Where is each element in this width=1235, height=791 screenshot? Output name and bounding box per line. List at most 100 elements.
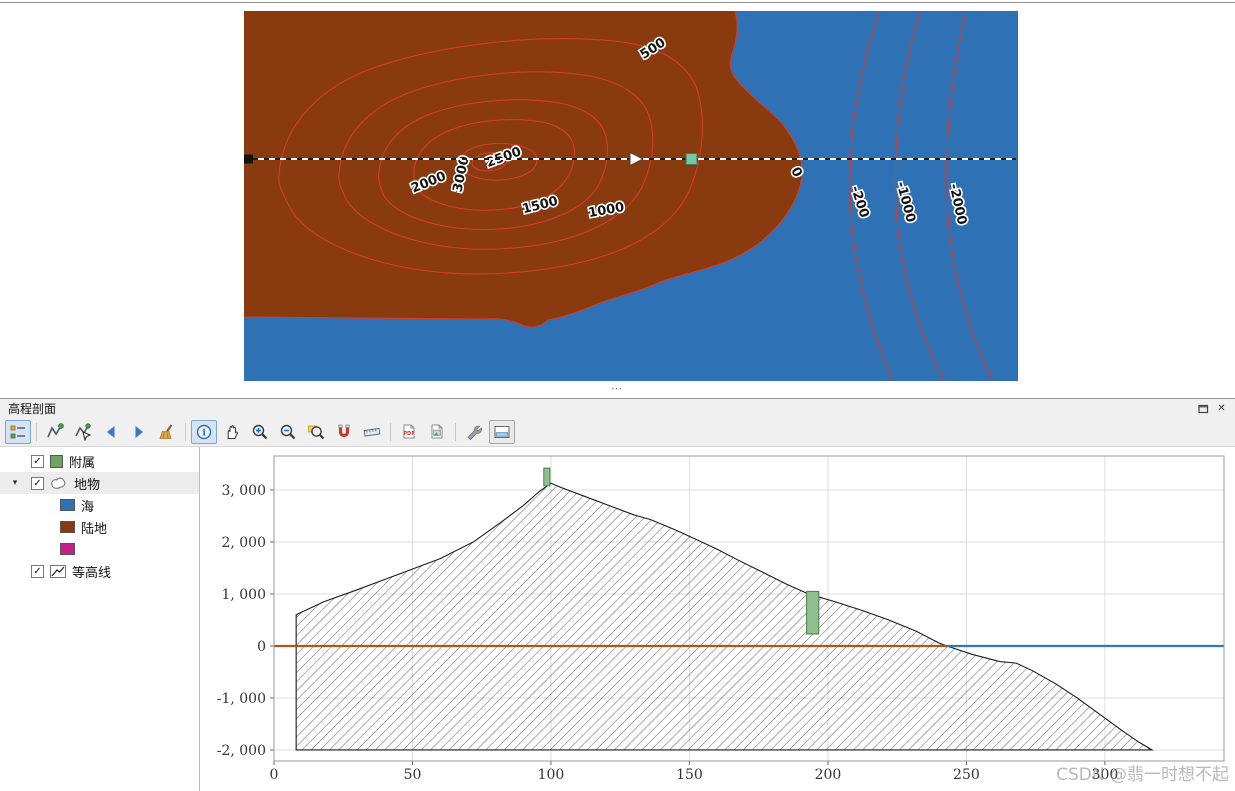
pan-hand-icon: [227, 425, 239, 439]
svg-text:300: 300: [1092, 767, 1119, 783]
terrain-profile-area: [295, 482, 1154, 751]
layer-row-denggaoxian[interactable]: ✓ 等高线: [0, 560, 199, 582]
contour-1000: [338, 71, 654, 250]
contour-0-coastline: [244, 11, 803, 328]
svg-text:100: 100: [538, 767, 565, 783]
land-polygon: [244, 11, 802, 328]
toolbar-separator: [390, 423, 391, 441]
toolbar-separator: [455, 423, 456, 441]
panel-splitter-handle[interactable]: ⋯: [611, 382, 624, 395]
svg-text:1, 000: 1, 000: [221, 587, 266, 603]
layer-checkbox[interactable]: ✓: [31, 454, 44, 468]
svg-text:-2, 000: -2, 000: [217, 743, 266, 759]
zoom-in-icon: [252, 424, 268, 440]
svg-text:i: i: [202, 428, 206, 439]
float-icon: [1198, 404, 1209, 413]
svg-text:50: 50: [404, 767, 422, 783]
enable-snapping-button[interactable]: [331, 420, 357, 444]
arrow-right-icon: [135, 426, 143, 438]
pan-button[interactable]: [219, 420, 245, 444]
svg-text:200: 200: [815, 767, 842, 783]
svg-text:0: 0: [270, 767, 279, 783]
zoom-out-button[interactable]: [275, 420, 301, 444]
legend-row-hai[interactable]: 海: [0, 494, 199, 516]
dock-panel-button[interactable]: [489, 420, 515, 444]
zoom-out-icon: [280, 424, 296, 440]
attachment-bar: [806, 590, 820, 635]
profile-toolbar: i PDF: [0, 418, 1235, 447]
legend-row-ludi[interactable]: 陆地: [0, 516, 199, 538]
legend-label: 陆地: [81, 521, 108, 537]
magnet-icon: [338, 424, 350, 438]
line-layer-icon: [50, 564, 66, 578]
export-as-image-button[interactable]: [424, 420, 450, 444]
clear-button[interactable]: [154, 420, 180, 444]
legend-swatch: [60, 543, 75, 555]
dock-panel-icon: [494, 426, 510, 438]
map-canvas[interactable]: 500 2000 3000 2500 1500 1000 0 -200 -1000 -2000: [244, 11, 1018, 381]
export-pdf-icon: PDF: [403, 424, 415, 439]
contour-2000: [413, 119, 576, 211]
nudge-right-button[interactable]: [126, 420, 152, 444]
layer-row-fushu[interactable]: ✓ 附属: [0, 450, 199, 472]
profile-line-start-handle[interactable]: [244, 154, 253, 164]
svg-text:150: 150: [676, 767, 703, 783]
contour-1500: [378, 99, 609, 231]
zoom-in-button[interactable]: [247, 420, 273, 444]
layer-tree-icon: [10, 425, 25, 439]
zoom-full-button[interactable]: [303, 420, 329, 444]
panel-title: 高程剖面: [8, 402, 57, 416]
svg-text:-1, 000: -1, 000: [217, 691, 266, 707]
svg-text:PDF: PDF: [403, 431, 414, 437]
capture-curve-from-feature-button[interactable]: [70, 420, 96, 444]
svg-text:2, 000: 2, 000: [221, 535, 266, 551]
layer-checkbox[interactable]: ✓: [31, 564, 44, 578]
layer-swatch: [50, 454, 63, 468]
show-layer-tree-button[interactable]: [5, 420, 31, 444]
legend-swatch: [60, 521, 75, 533]
profile-line-direction-arrow: [629, 151, 645, 167]
toolbar-separator: [185, 423, 186, 441]
legend-swatch: [60, 499, 75, 511]
wrench-icon: [467, 425, 482, 441]
float-panel-button[interactable]: [1196, 402, 1211, 416]
expander-icon[interactable]: ▾: [12, 478, 18, 488]
svg-text:0: 0: [257, 639, 266, 655]
profile-layer-tree: ✓ 附属 ▾ ✓ 地物 海 陆地: [0, 447, 200, 791]
svg-text:3, 000: 3, 000: [221, 483, 266, 499]
contour-neg2000: [946, 11, 993, 381]
contour-500: [278, 38, 703, 275]
broom-icon: [159, 424, 173, 439]
window-top-border: [0, 2, 1235, 3]
legend-row-pink[interactable]: [0, 538, 199, 560]
identify-features-button[interactable]: i: [191, 420, 217, 444]
profile-capture-line[interactable]: [244, 151, 1016, 167]
toolbar-separator: [36, 423, 37, 441]
identify-icon: i: [196, 424, 212, 440]
export-image-icon: [431, 424, 443, 439]
layer-row-diwu[interactable]: ▾ ✓ 地物: [0, 472, 199, 494]
capture-curve-icon: [47, 423, 64, 438]
measure-distances-button[interactable]: [359, 420, 385, 444]
panel-titlebar: 高程剖面 ✕: [0, 399, 1235, 418]
layer-checkbox[interactable]: ✓: [31, 476, 44, 490]
profile-line-marker[interactable]: [685, 153, 698, 165]
options-button[interactable]: [461, 420, 487, 444]
polygon-layer-icon: [50, 476, 68, 490]
zoom-full-icon: [308, 425, 325, 440]
close-panel-button[interactable]: ✕: [1217, 403, 1226, 414]
capture-curve-from-feature-icon: [75, 423, 92, 441]
arrow-left-icon: [107, 426, 115, 438]
panel-body: ✓ 附属 ▾ ✓ 地物 海 陆地: [0, 447, 1235, 791]
contour-3000: [471, 152, 508, 172]
contour-2500: [458, 142, 538, 181]
elevation-chart-area: 3, 000 2, 000 1, 000 0 -1, 000 -2, 000 0 50 100 1…: [200, 447, 1235, 791]
nudge-left-button[interactable]: [98, 420, 124, 444]
elevation-profile-panel: 高程剖面 ✕ i: [0, 398, 1235, 791]
export-as-pdf-button[interactable]: PDF: [396, 420, 422, 444]
ruler-icon: [363, 427, 381, 437]
contour-lines: [244, 11, 993, 381]
contour-neg1000: [894, 11, 945, 381]
capture-curve-button[interactable]: [42, 420, 68, 444]
